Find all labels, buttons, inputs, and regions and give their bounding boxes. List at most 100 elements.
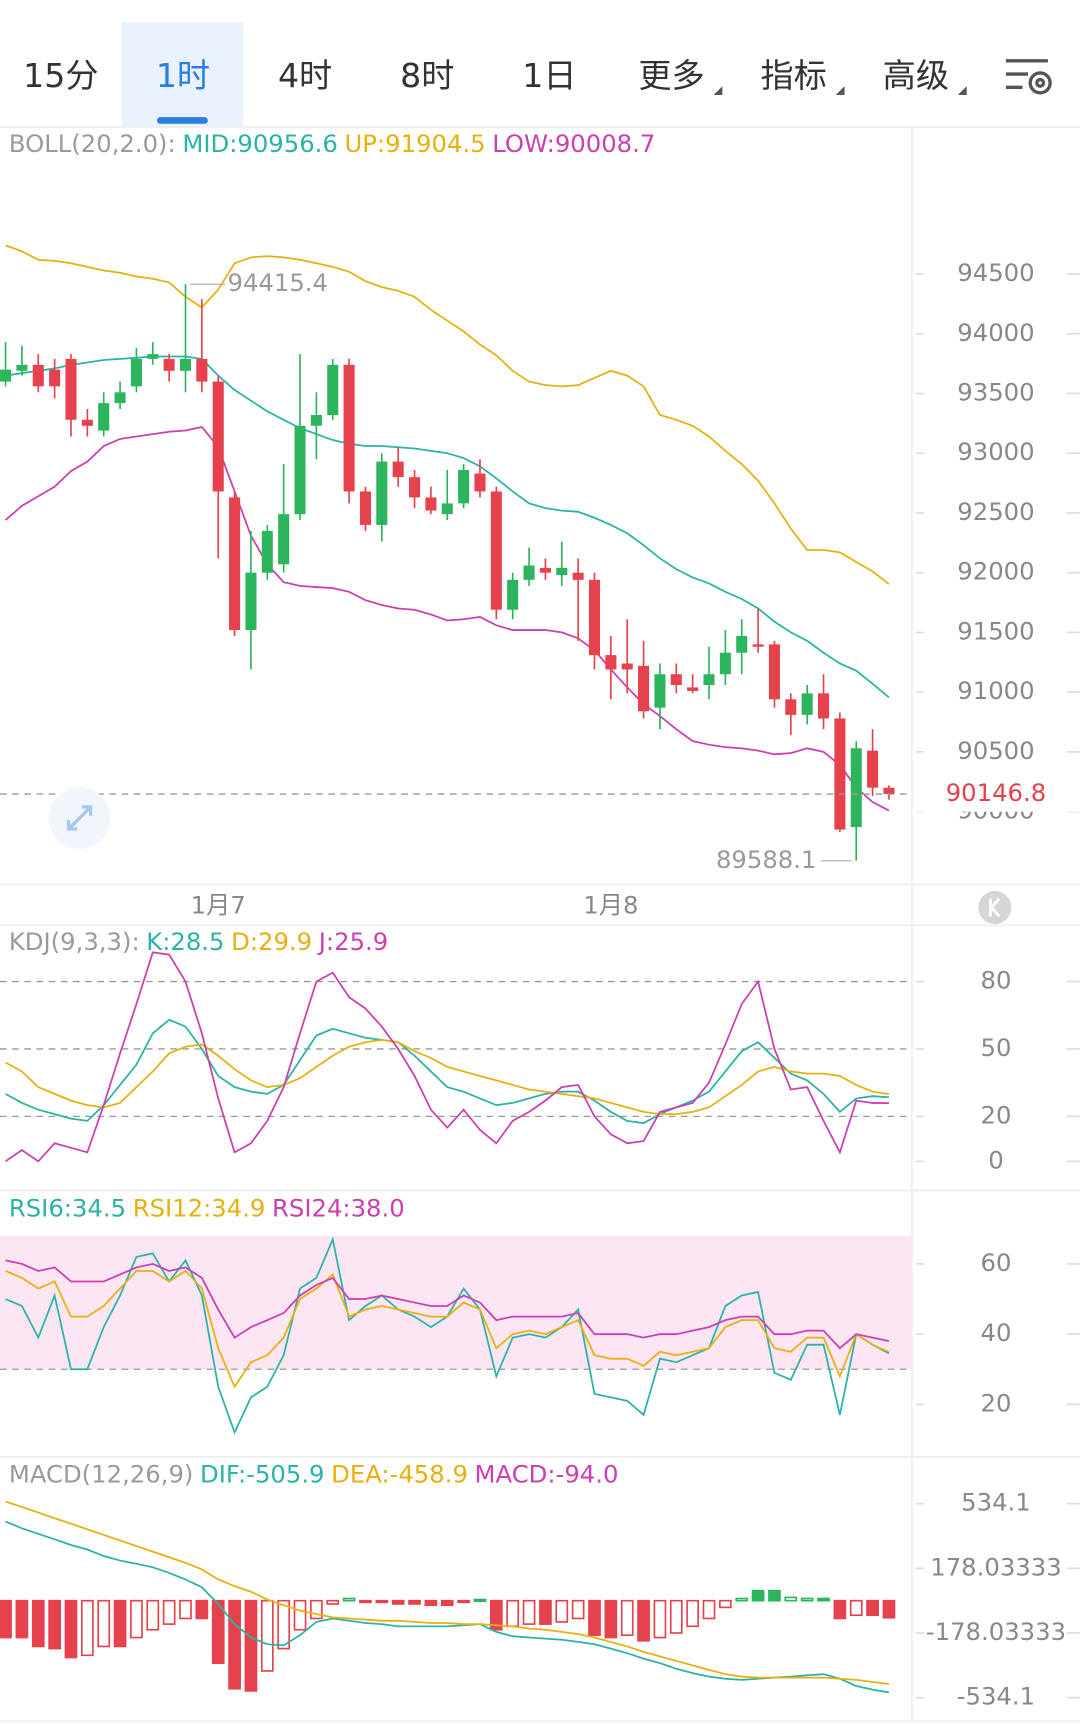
header-item: D:29.9 — [231, 927, 312, 956]
tab[interactable]: 4时 — [278, 56, 332, 95]
macd-bar — [130, 1599, 143, 1639]
candle-body — [65, 358, 77, 420]
tab[interactable]: 8时 — [400, 56, 454, 95]
candle-body — [621, 663, 633, 670]
macd-bar — [735, 1597, 749, 1602]
y-tick-label: 93000 — [957, 437, 1034, 466]
header-item: RSI24:38.0 — [272, 1193, 405, 1222]
y-tick-label: 40 — [981, 1318, 1012, 1347]
macd-bar — [260, 1599, 274, 1672]
y-tick-label: 94000 — [957, 318, 1034, 347]
candle-body — [605, 655, 617, 670]
low-label: 89588.1 — [716, 845, 816, 874]
boll-line — [5, 244, 890, 585]
macd-bar — [653, 1599, 667, 1639]
expand-button[interactable] — [48, 787, 111, 849]
macd-bar — [833, 1599, 847, 1620]
candle-body — [458, 469, 470, 504]
indicator-line — [5, 1018, 890, 1125]
macd-bar — [457, 1599, 470, 1604]
header-item: RSI12:34.9 — [133, 1193, 266, 1222]
candle-body — [147, 354, 159, 359]
collapse-bg — [978, 890, 1012, 925]
y-tick-label: 92500 — [957, 497, 1034, 526]
macd-bar — [751, 1589, 765, 1602]
macd-bar — [522, 1599, 536, 1625]
indicator-header: MACD(12,26,9) DIF:-505.9 DEA:-458.9 MACD:-9… — [9, 1460, 619, 1489]
candle-body — [883, 787, 895, 795]
tab[interactable]: 更多 — [638, 56, 704, 95]
tab[interactable]: 1日 — [522, 56, 576, 95]
indicator-line — [5, 951, 889, 1163]
date-label: 1月8 — [583, 890, 638, 919]
macd-bar — [375, 1599, 389, 1604]
y-tick-label: 20 — [981, 1100, 1012, 1129]
y-tick-label: 60 — [981, 1248, 1012, 1277]
macd-bar — [849, 1599, 863, 1617]
chart-layers: 15分 1时 4时 8时 1日 更多 指标 高级 BOLL(20,2.0): MID:90956.… — [0, 56, 1080, 1722]
tab[interactable]: 高级 — [883, 56, 949, 95]
y-tick-label: -534.1 — [957, 1682, 1035, 1711]
candle-body — [261, 530, 273, 573]
y-tick-label: 90500 — [957, 736, 1034, 765]
candle-body — [818, 693, 830, 719]
candle-body — [539, 567, 551, 573]
candle-body — [163, 358, 175, 371]
indicator-line — [5, 1259, 890, 1350]
candle-body — [801, 693, 813, 715]
y-tick-label: 93500 — [957, 378, 1034, 407]
macd-bar — [686, 1599, 700, 1628]
candle-body — [376, 461, 388, 525]
macd-bar — [800, 1597, 814, 1602]
active-tab-indicator — [156, 117, 208, 124]
macd-bar — [588, 1599, 601, 1637]
candle-body — [343, 364, 355, 492]
y-tick-label: 534.1 — [961, 1488, 1031, 1517]
macd-bar — [539, 1599, 552, 1625]
candle-body — [278, 514, 290, 565]
macd-bar — [440, 1599, 454, 1607]
macd-bar — [702, 1599, 716, 1620]
header-item: MID:90956.6 — [182, 129, 338, 158]
collapse-button[interactable] — [978, 890, 1012, 925]
candle-body — [703, 674, 715, 685]
active-tab-bg — [121, 22, 244, 127]
candle-body — [654, 674, 666, 708]
macd-bar — [64, 1599, 78, 1659]
candle-body — [114, 392, 126, 404]
indicator-header: BOLL(20,2.0): MID:90956.6 UP:91904.5 LOW:90… — [9, 129, 655, 158]
y-tick-label: 92000 — [957, 557, 1034, 586]
dropdown-arrow — [713, 86, 723, 96]
tab[interactable]: 15分 — [23, 56, 98, 95]
macd-bar — [555, 1599, 569, 1623]
candle-body — [327, 364, 339, 416]
macd-bar — [620, 1599, 634, 1637]
macd-bar — [391, 1599, 405, 1605]
y-tick-label: -178.03333 — [926, 1617, 1066, 1646]
macd-bar — [408, 1599, 421, 1605]
candle-body — [474, 473, 486, 492]
last-price-box — [914, 776, 1080, 812]
candle-body — [32, 364, 44, 387]
macd-bar — [604, 1599, 618, 1639]
date-label: 1月7 — [191, 890, 246, 919]
last-price-label: 90146.8 — [946, 778, 1046, 807]
macd-bar — [48, 1599, 61, 1650]
macd-bar — [244, 1599, 258, 1692]
candle-body — [588, 579, 601, 656]
tab[interactable]: 1时 — [156, 56, 210, 95]
settings-icon[interactable] — [1005, 59, 1052, 95]
macd-bar — [0, 1599, 12, 1639]
indicator-line — [5, 1269, 890, 1389]
macd-bar — [113, 1599, 127, 1648]
macd-bar — [571, 1599, 585, 1620]
macd-bar — [80, 1599, 94, 1657]
icon-gear — [1028, 71, 1052, 95]
candle-body — [736, 636, 748, 653]
macd-bar — [359, 1599, 372, 1604]
tab[interactable]: 指标 — [761, 56, 827, 95]
candle-body — [638, 665, 650, 712]
candle-body — [98, 403, 110, 431]
